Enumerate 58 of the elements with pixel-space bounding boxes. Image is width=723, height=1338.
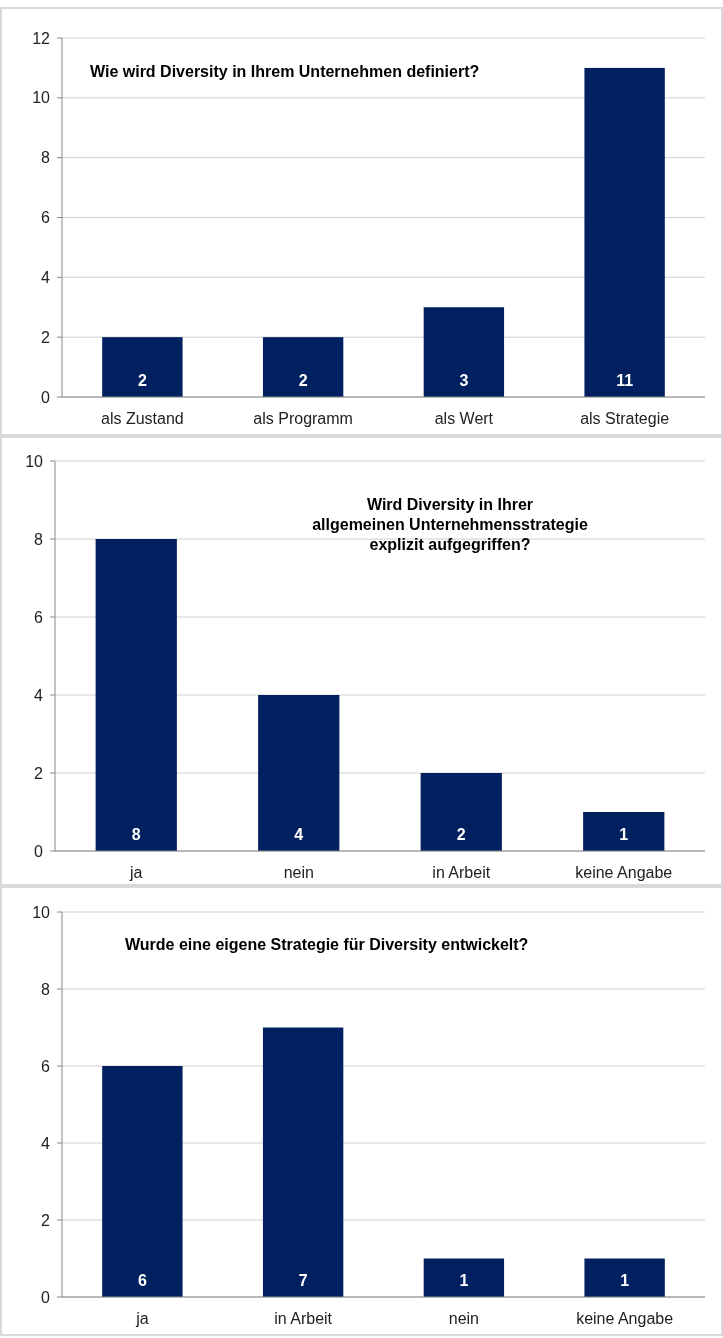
data-label: 2 [456,826,466,843]
x-tick-label: in Arbeit [432,864,491,881]
x-tick-label: ja [129,864,143,881]
x-tick-label: als Zustand [101,410,184,427]
data-label: 1 [619,826,629,843]
data-label: 1 [620,1272,630,1289]
x-tick-label: in Arbeit [274,1310,333,1327]
y-tick-label: 0 [41,1288,51,1306]
data-label: 2 [137,372,147,389]
y-tick-label: 2 [41,328,51,346]
y-tick-label: 10 [32,89,51,107]
y-tick-label: 10 [25,452,44,470]
text: Wurde eine eigene Strategie für Diversity entwickelt? [125,936,529,953]
y-tick-label: 4 [34,686,44,704]
text: Wird Diversity in Ihrer allgemeinen Unternehmensstrategie explizit aufgegriffen? [312,496,588,553]
y-tick-label: 0 [41,388,51,406]
y-tick-label: 2 [34,764,44,782]
x-tick-label: als Programm [253,410,353,427]
bar [584,1258,665,1297]
y-tick-label: 4 [41,1134,51,1152]
x-tick-label: keine Angabe [576,1310,674,1327]
y-tick-label: 6 [34,608,44,626]
y-tick-label: 10 [32,903,51,921]
bar [423,1258,505,1297]
bar [95,539,177,851]
bar [258,695,340,851]
bar [423,307,505,397]
data-label: 11 [616,372,634,389]
bar [420,773,502,851]
data-label: 3 [459,372,469,389]
y-tick-label: 0 [34,842,44,860]
y-tick-label: 6 [41,209,51,227]
y-tick-label: 12 [32,29,51,47]
data-label: 6 [137,1272,147,1289]
data-label: 4 [294,826,304,843]
bar [262,1027,344,1297]
x-tick-label: als Strategie [580,410,670,427]
x-tick-label: nein [283,864,314,881]
text: Wie wird Diversity in Ihrem Unternehmen definiert? [90,63,480,80]
x-tick-label: nein [448,1310,479,1327]
bar [102,1066,183,1297]
data-label: 1 [459,1272,469,1289]
bar [583,812,665,851]
y-tick-label: 4 [41,268,51,286]
x-tick-label: als Wert [434,410,494,427]
bar [262,337,344,397]
data-label: 2 [298,372,308,389]
y-tick-label: 8 [34,530,44,548]
y-tick-label: 8 [41,980,51,998]
x-tick-label: ja [135,1310,149,1327]
y-tick-label: 2 [41,1211,51,1229]
bar [584,67,665,397]
bar [102,337,183,397]
data-label: 8 [131,826,141,843]
y-tick-label: 8 [41,149,51,167]
data-label: 7 [298,1272,308,1289]
x-tick-label: keine Angabe [575,864,673,881]
y-tick-label: 6 [41,1057,51,1075]
